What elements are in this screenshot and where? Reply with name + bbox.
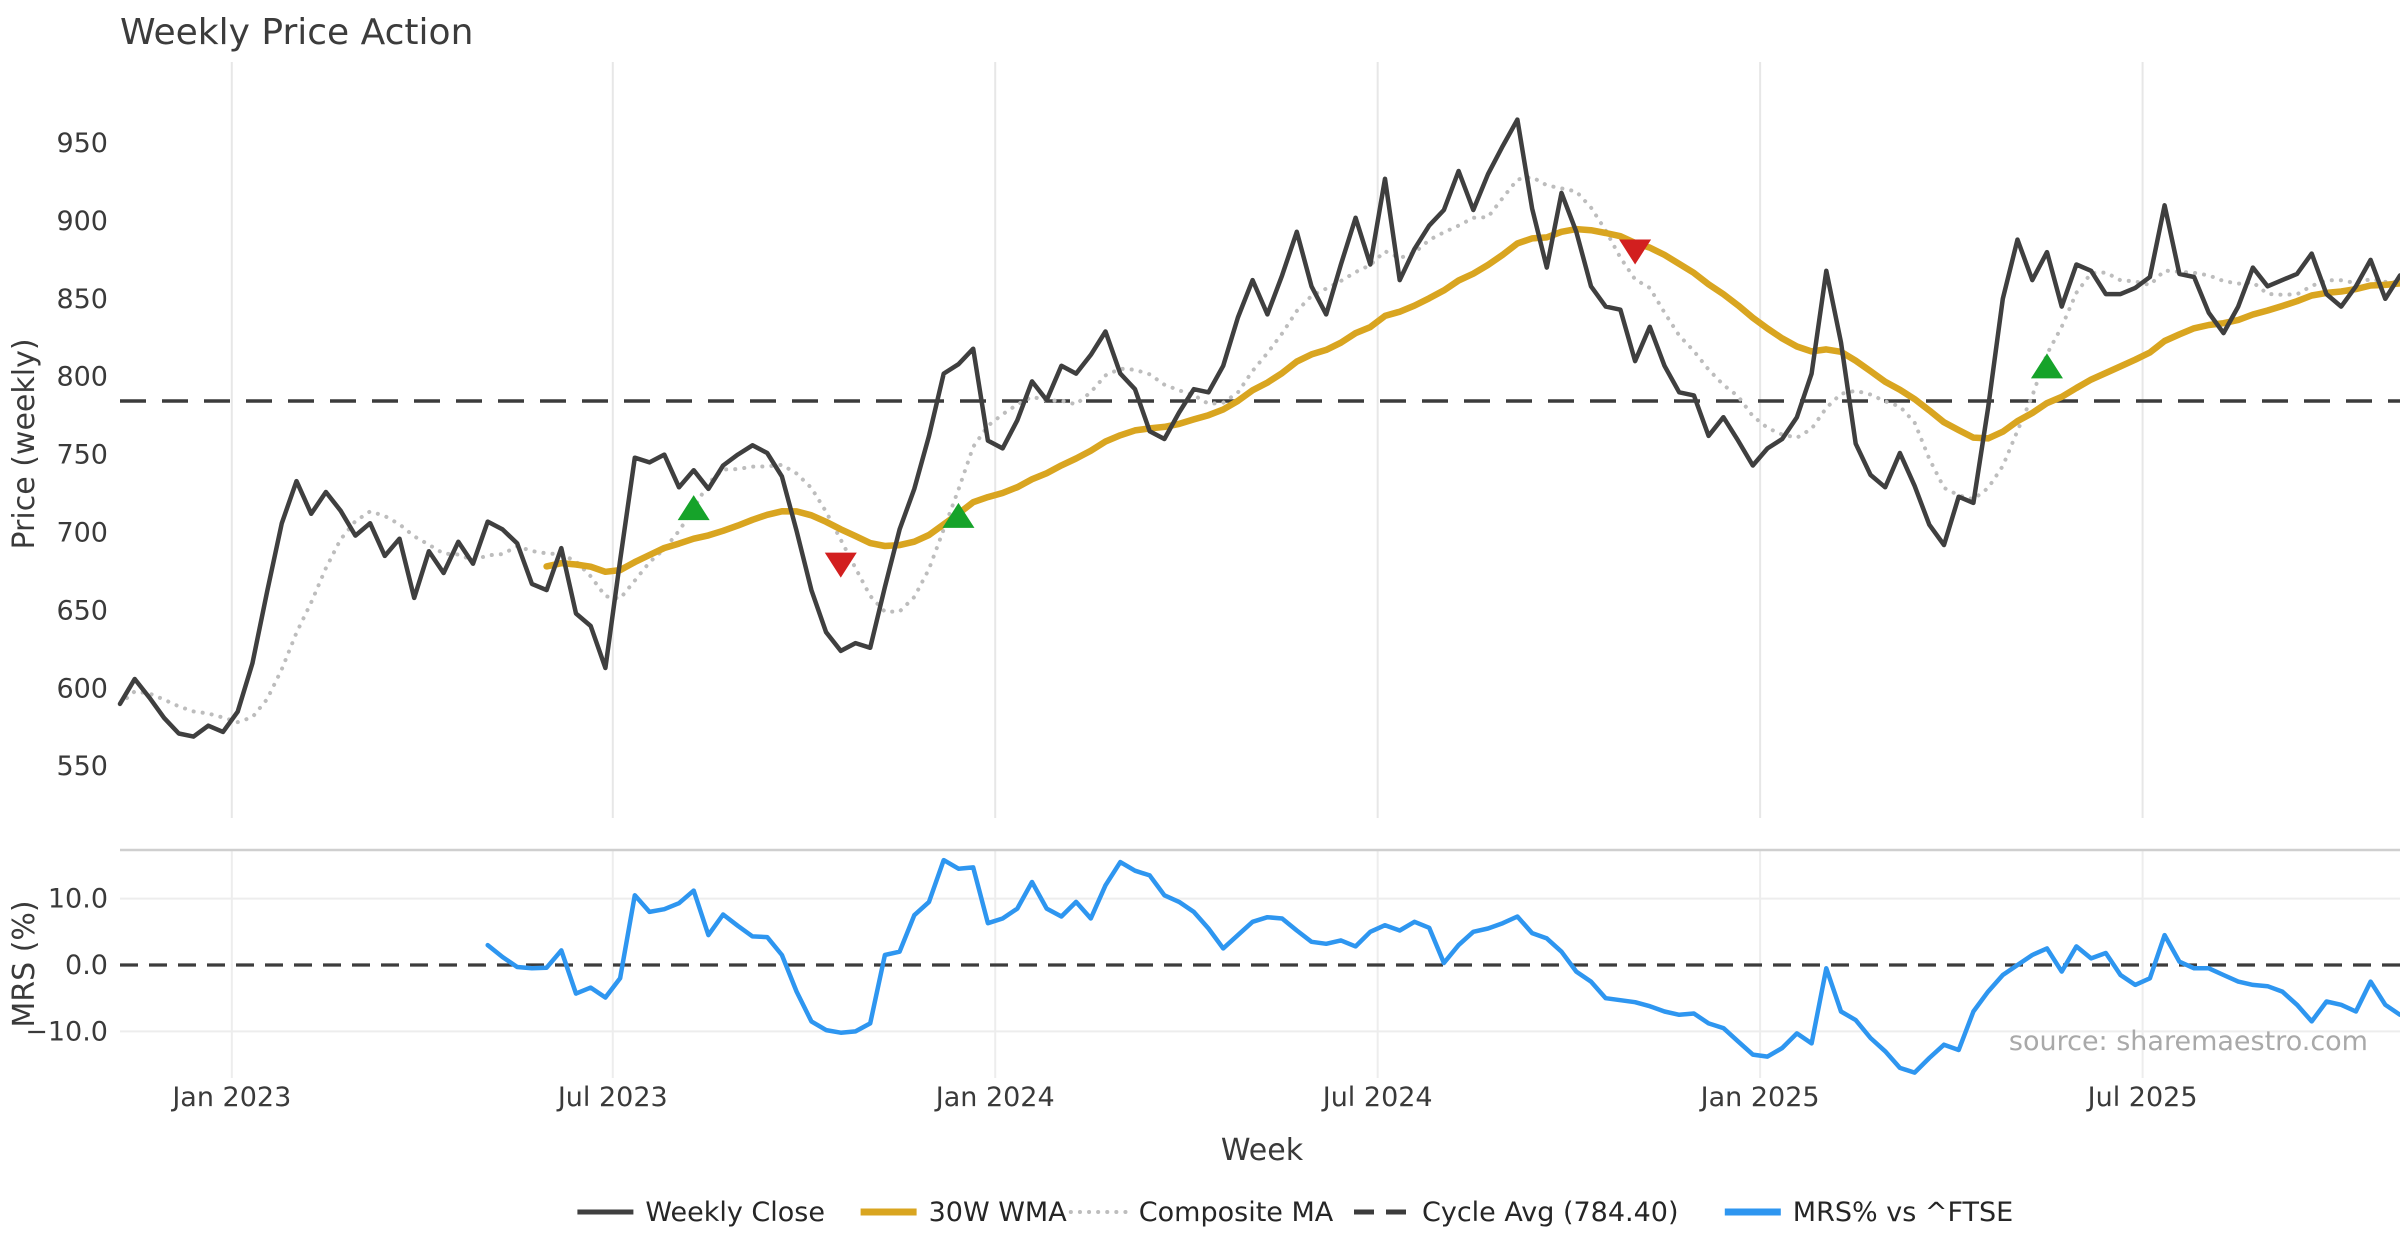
x-axis-tick-labels: Jan 2023 Jul 2023 Jan 2024 Jul 2024 Jan 2025… — [170, 1082, 2197, 1113]
mrs-tick-label: 0.0 — [65, 950, 108, 981]
mrs-tick-label: −10.0 — [25, 1016, 108, 1047]
buy-signal-icon — [942, 502, 975, 528]
price-panel-gridlines — [230, 62, 2144, 818]
weekly-close-line — [117, 117, 2400, 739]
wma-line — [543, 225, 2400, 576]
sell-signal-icon — [824, 552, 857, 578]
chart-series — [117, 117, 2400, 1075]
buy-signal-icon — [2030, 353, 2063, 379]
legend-item-label: Composite MA — [1139, 1197, 1334, 1228]
chart-legend: Weekly Close 30W WMA Composite MA Cycle Avg… — [577, 1197, 2013, 1228]
price-axis-title: Price (weekly) — [7, 338, 42, 549]
mrs-tick-label: 10.0 — [48, 884, 108, 915]
buy-signal-icon — [677, 495, 710, 521]
mrs-line — [485, 857, 2400, 1075]
mrs-panel-gridlines — [120, 848, 2400, 1078]
price-tick-label: 900 — [56, 206, 108, 237]
price-tick-label: 750 — [56, 440, 108, 471]
x-tick-label: Jan 2023 — [170, 1082, 291, 1113]
composite-ma-line — [118, 175, 2400, 725]
legend-item-label: MRS% vs ^FTSE — [1793, 1197, 2013, 1228]
price-tick-label: 650 — [56, 595, 108, 626]
price-tick-label: 550 — [56, 751, 108, 782]
x-axis-title: Week — [1221, 1133, 1304, 1168]
price-tick-label: 800 — [56, 362, 108, 393]
price-tick-label: 600 — [56, 673, 108, 704]
source-watermark: source: sharemaestro.com — [2009, 1026, 2368, 1057]
x-tick-label: Jul 2023 — [556, 1082, 668, 1113]
sell-signal-icon — [1619, 239, 1652, 265]
legend-item-label: Weekly Close — [645, 1197, 825, 1228]
price-tick-label: 950 — [56, 128, 108, 159]
x-tick-label: Jul 2024 — [1321, 1082, 1433, 1113]
price-tick-label: 700 — [56, 518, 108, 549]
mrs-axis-title: MRS (%) — [7, 900, 42, 1027]
signal-markers — [677, 239, 2063, 578]
price-axis-tick-labels: 950 900 850 800 750 700 650 600 550 — [56, 128, 108, 782]
x-tick-label: Jan 2025 — [1699, 1082, 1820, 1113]
price-tick-label: 850 — [56, 284, 108, 315]
page-title: Weekly Price Action — [120, 12, 473, 53]
x-tick-label: Jul 2025 — [2086, 1082, 2198, 1113]
legend-item-label: 30W WMA — [929, 1197, 1068, 1228]
legend-item-label: Cycle Avg (784.40) — [1422, 1197, 1679, 1228]
mrs-axis-tick-labels: 10.0 0.0 −10.0 — [25, 884, 108, 1048]
x-tick-label: Jan 2024 — [934, 1082, 1055, 1113]
